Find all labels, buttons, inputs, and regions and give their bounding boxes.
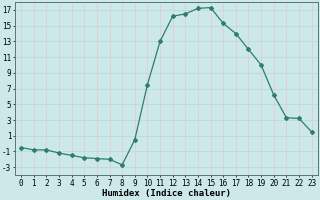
X-axis label: Humidex (Indice chaleur): Humidex (Indice chaleur) [102,189,231,198]
